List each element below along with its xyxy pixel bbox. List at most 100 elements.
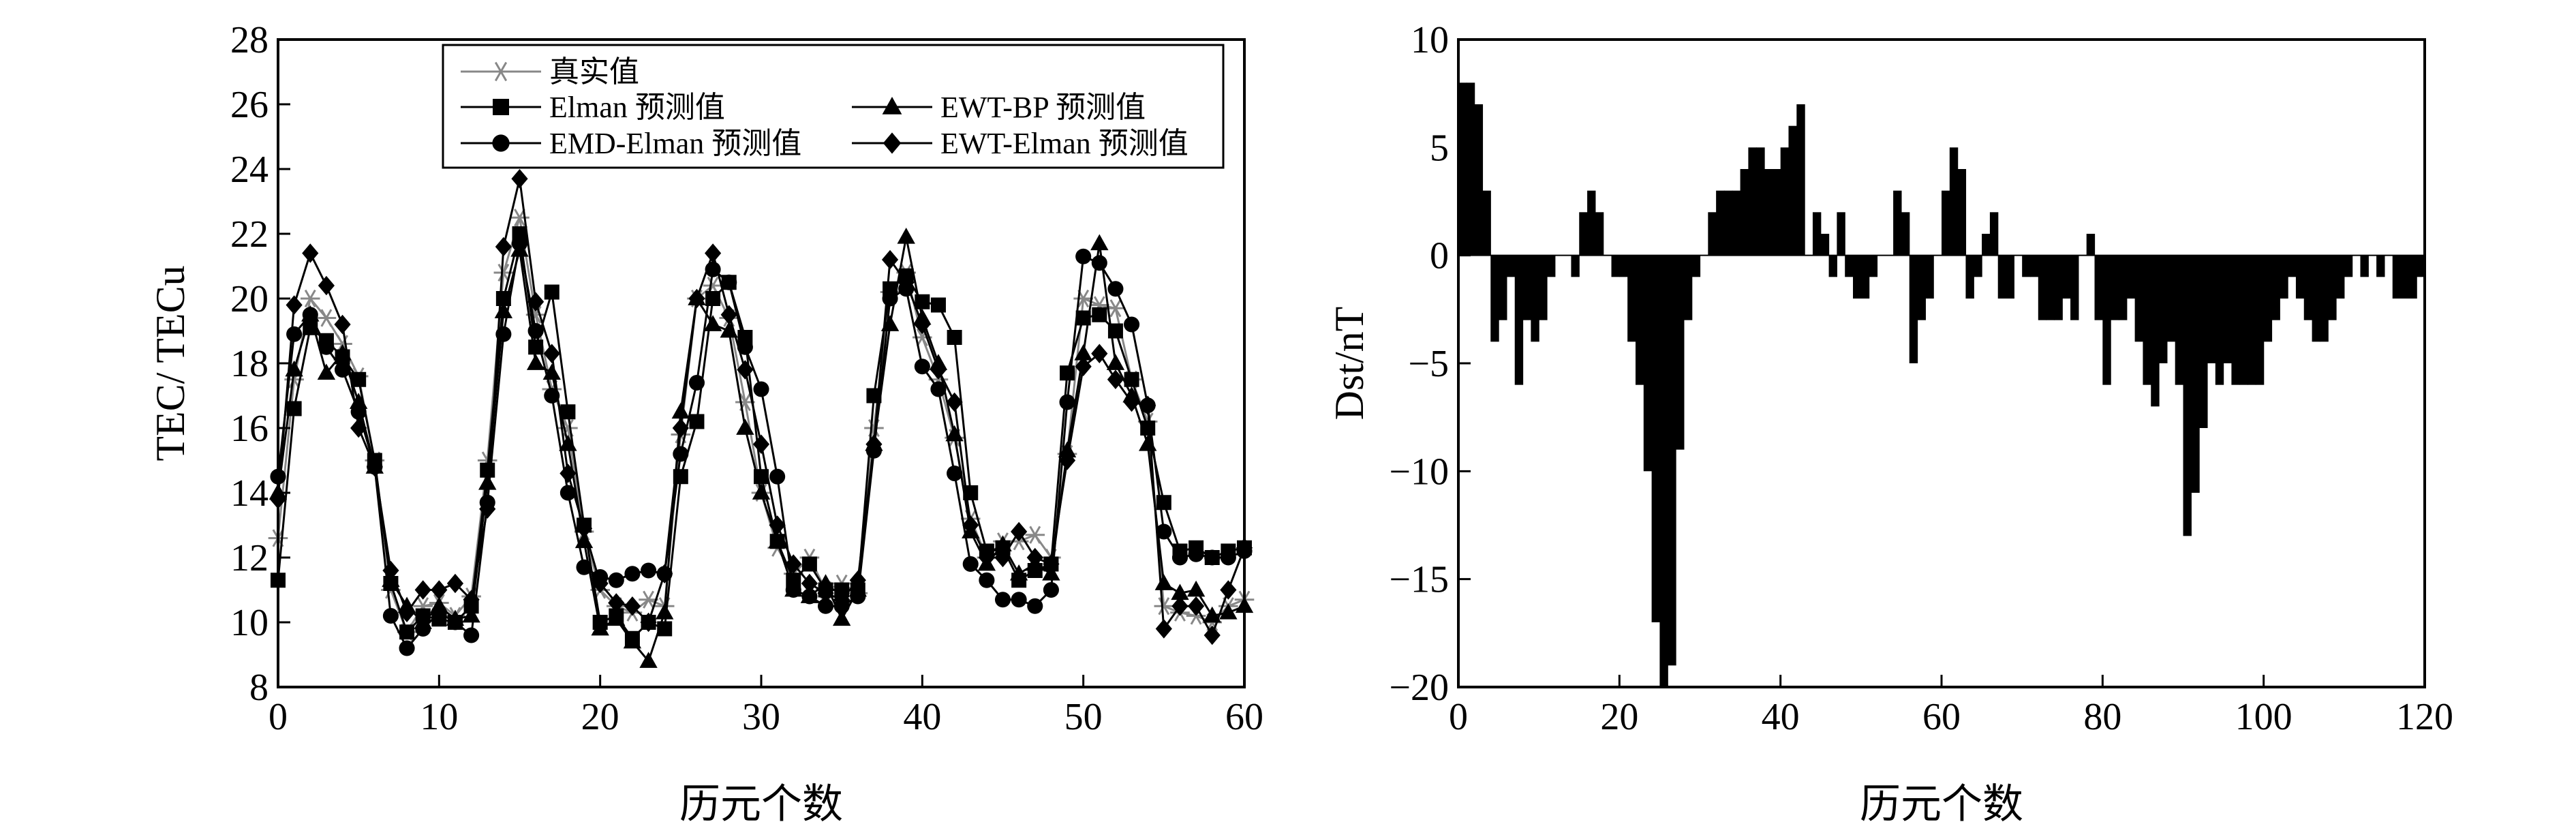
point-circle (1156, 523, 1172, 540)
point-triangle (656, 603, 674, 620)
point-circle (608, 572, 624, 588)
y-tick-label: −20 (1389, 667, 1449, 709)
x-tick-label: 100 (2235, 696, 2293, 738)
dst-bar (2191, 255, 2200, 493)
dst-bar (1683, 255, 1693, 320)
x-tick-label: 60 (1922, 696, 1961, 738)
point-circle (415, 620, 431, 637)
point-diamond (801, 573, 818, 594)
dst-bar (1957, 169, 1967, 256)
point-diamond (898, 272, 915, 292)
point-circle (785, 581, 801, 598)
point-star (316, 309, 337, 327)
dst-bar (1756, 147, 1765, 256)
dst-bar (1997, 255, 2007, 299)
dst-bar (2320, 255, 2329, 342)
dst-bar (1546, 255, 1556, 277)
dst-bar (2159, 255, 2168, 363)
point-diamond (1043, 554, 1060, 574)
dst-bar (2126, 255, 2136, 299)
dst-bar (2207, 255, 2216, 363)
dst-bar (1611, 255, 1620, 277)
dst-bar (1571, 255, 1580, 277)
dst-bar (1845, 255, 1854, 277)
dst-bar (1917, 255, 1926, 320)
point-diamond (1026, 547, 1043, 568)
point-diamond (1139, 395, 1156, 416)
point-circle (947, 465, 963, 482)
point-circle (721, 274, 737, 290)
point-circle (463, 627, 480, 643)
point-triangle (816, 574, 835, 590)
y-tick-label: 10 (1411, 19, 1449, 61)
dst-bar (1780, 147, 1790, 256)
dst-bar (2054, 255, 2063, 320)
point-diamond (608, 593, 625, 613)
point-diamond (543, 344, 560, 364)
point-square (689, 414, 705, 429)
dst-bar (2029, 255, 2039, 277)
dst-bar (1651, 255, 1661, 622)
legend-entry-circle: EMD-Elman 预测值 (461, 127, 801, 160)
point-diamond (334, 314, 351, 335)
point-square (930, 297, 946, 313)
point-diamond (1123, 392, 1140, 412)
legend-marker-diamond (883, 132, 902, 154)
dst-bar (1853, 255, 1862, 299)
dst-bar (2328, 255, 2337, 320)
point-diamond (705, 243, 722, 263)
point-diamond (527, 292, 545, 312)
dst-axis-ticks: 0 20 40 60 80 100 120 −20 −15 −10 −5 0 5 10 (1389, 19, 2453, 738)
point-diamond (495, 237, 512, 257)
x-tick-label: 20 (581, 696, 619, 738)
point-diamond (1220, 580, 1237, 600)
point-triangle (1219, 603, 1238, 620)
tec-legend-box (442, 44, 1225, 169)
dst-bar (1828, 255, 1837, 277)
y-tick-label: 8 (249, 667, 269, 709)
point-circle (1091, 255, 1107, 271)
point-square (544, 284, 559, 300)
dst-bar (1490, 255, 1499, 342)
point-diamond (479, 499, 496, 519)
dst-bar (2336, 255, 2345, 299)
point-diamond (849, 570, 866, 590)
x-tick-label: 20 (1600, 696, 1638, 738)
dst-bar (2271, 255, 2280, 320)
dst-bar (1869, 255, 1878, 277)
dst-bar (1796, 104, 1805, 256)
point-circle (817, 598, 834, 614)
legend-marker-square (493, 99, 509, 115)
point-circle (994, 592, 1011, 608)
point-circle (495, 326, 512, 342)
dst-plot-frame (1457, 38, 2426, 688)
point-star (1154, 597, 1174, 615)
dst-bar (2255, 255, 2265, 385)
tec-x-axis-label: 历元个数 (679, 782, 843, 827)
point-diamond (414, 580, 431, 600)
point-diamond (559, 463, 577, 483)
point-diamond (1155, 619, 1172, 639)
point-diamond (382, 560, 399, 581)
dst-bar (1643, 255, 1653, 472)
dst-bar (1764, 169, 1773, 256)
point-diamond (624, 596, 641, 616)
dst-bar (2303, 255, 2313, 320)
point-triangle (897, 228, 915, 244)
point-star (1025, 526, 1045, 544)
dst-bar (1587, 190, 1596, 256)
y-tick-label: 5 (1430, 127, 1449, 169)
point-circle (882, 290, 898, 307)
dst-bar-chart: 0 20 40 60 80 100 120 −20 −15 −10 −5 0 5 10 历元个数 Dst/… (1327, 19, 2453, 827)
y-tick-label: 26 (230, 84, 269, 126)
point-triangle (994, 535, 1012, 551)
legend-entry-star: 真实值 (461, 55, 639, 89)
dst-bar (2408, 255, 2417, 299)
point-circle (624, 566, 641, 582)
point-triangle (832, 609, 851, 626)
point-triangle (752, 483, 771, 500)
point-diamond (688, 288, 705, 309)
legend-label: 真实值 (549, 55, 639, 89)
point-circle (382, 607, 399, 624)
dst-bar (2038, 255, 2047, 320)
